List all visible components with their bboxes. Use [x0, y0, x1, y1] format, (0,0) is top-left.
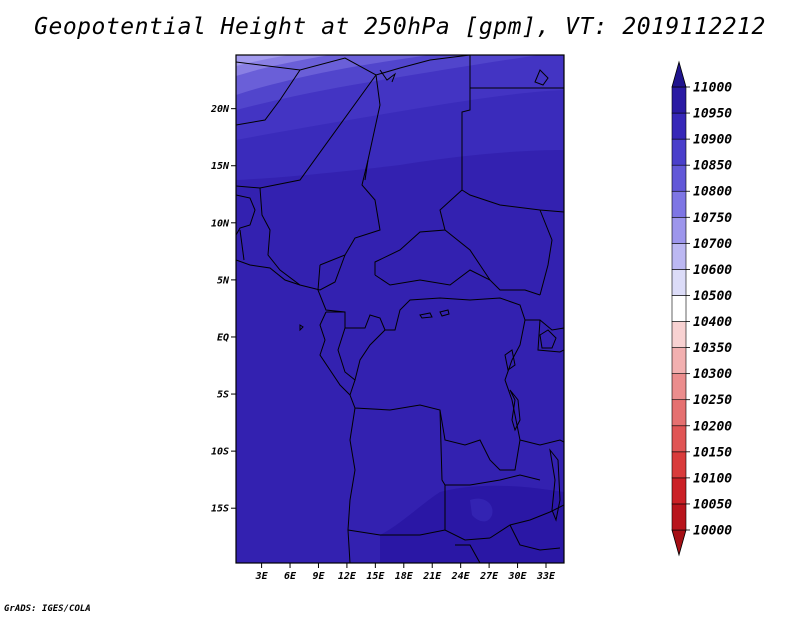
y-tick-label: 5N — [217, 275, 230, 286]
x-tick-label: 3E — [255, 571, 269, 582]
x-tick-label: 18E — [395, 571, 414, 582]
colorbar-segment — [671, 269, 687, 296]
colorbar-segment — [671, 112, 687, 140]
colorbar-label: 10750 — [693, 211, 732, 226]
colorbar-label: 10100 — [693, 471, 732, 486]
colorbar-segment — [671, 86, 687, 114]
colorbar-segment — [671, 190, 687, 218]
colorbar-segment — [671, 243, 687, 270]
colorbar-segment — [671, 503, 687, 531]
colorbar-segment — [671, 425, 687, 453]
colorbar-label: 10950 — [693, 107, 732, 122]
y-tick-label: 20N — [210, 104, 230, 115]
grads-credit: GrADS: IGES/COLA — [4, 604, 91, 614]
colorbar-label: 10350 — [693, 341, 732, 356]
x-tick-label: 15E — [366, 571, 385, 582]
colorbar-segment — [671, 138, 687, 166]
colorbar-label: 10000 — [693, 524, 732, 539]
colorbar-label: 11000 — [693, 81, 732, 96]
x-tick-label: 30E — [508, 571, 528, 582]
colorbar-label: 10600 — [693, 263, 732, 278]
colorbar-segment — [671, 347, 687, 374]
y-tick-label: 10S — [211, 447, 229, 458]
x-tick-label: 21E — [422, 571, 442, 582]
colorbar-label: 10250 — [693, 393, 732, 408]
y-tick-label: 10N — [211, 218, 230, 229]
latitude-axis: 20N 15N 10N 5N EQ 5S 10S 15S — [210, 104, 236, 515]
colorbar-segment — [671, 216, 687, 244]
colorbar-label: 10900 — [693, 133, 732, 148]
colorbar-segment — [671, 451, 687, 479]
colorbar-segment — [671, 399, 687, 427]
x-tick-label: 6E — [284, 571, 297, 582]
colorbar-segment — [671, 164, 687, 192]
political-boundaries — [236, 55, 564, 563]
y-tick-label: 5S — [217, 390, 229, 401]
x-tick-label: 12E — [338, 571, 357, 582]
y-tick-label: 15S — [211, 504, 229, 515]
colorbar-extend-high — [671, 60, 687, 88]
colorbar-extend-low — [671, 529, 687, 557]
colorbar-label: 10200 — [693, 419, 732, 434]
x-tick-label: 27E — [479, 571, 499, 582]
colorbar-label: 10700 — [693, 237, 732, 252]
x-tick-label: 24E — [451, 571, 471, 582]
y-tick-label: 15N — [211, 161, 230, 172]
x-tick-label: 33E — [536, 571, 556, 582]
colorbar-segment — [671, 321, 687, 348]
map-frame — [235, 54, 565, 564]
colorbar-label: 10500 — [693, 289, 732, 304]
colorbar-label: 10300 — [693, 367, 732, 382]
colorbar: 10000 10050 10100 10150 10200 10250 10300 10350… — [671, 60, 732, 557]
colorbar-label: 10400 — [693, 315, 732, 330]
colorbar-segment — [671, 295, 687, 322]
colorbar-label: 10850 — [693, 159, 732, 174]
longitude-axis: 3E 6E 9E 12E 15E 18E 21E 24E 27E 30E 33E — [255, 563, 556, 582]
colorbar-label: 10800 — [693, 185, 732, 200]
map-title: Geopotential Height at 250hPa [gpm], VT:… — [34, 14, 766, 40]
contour-fill — [236, 55, 564, 563]
colorbar-label: 10150 — [693, 445, 732, 460]
y-tick-label: EQ — [217, 332, 229, 343]
x-tick-label: 9E — [312, 571, 325, 582]
colorbar-label: 10050 — [693, 497, 732, 512]
colorbar-segment — [671, 373, 687, 401]
colorbar-segment — [671, 477, 687, 505]
